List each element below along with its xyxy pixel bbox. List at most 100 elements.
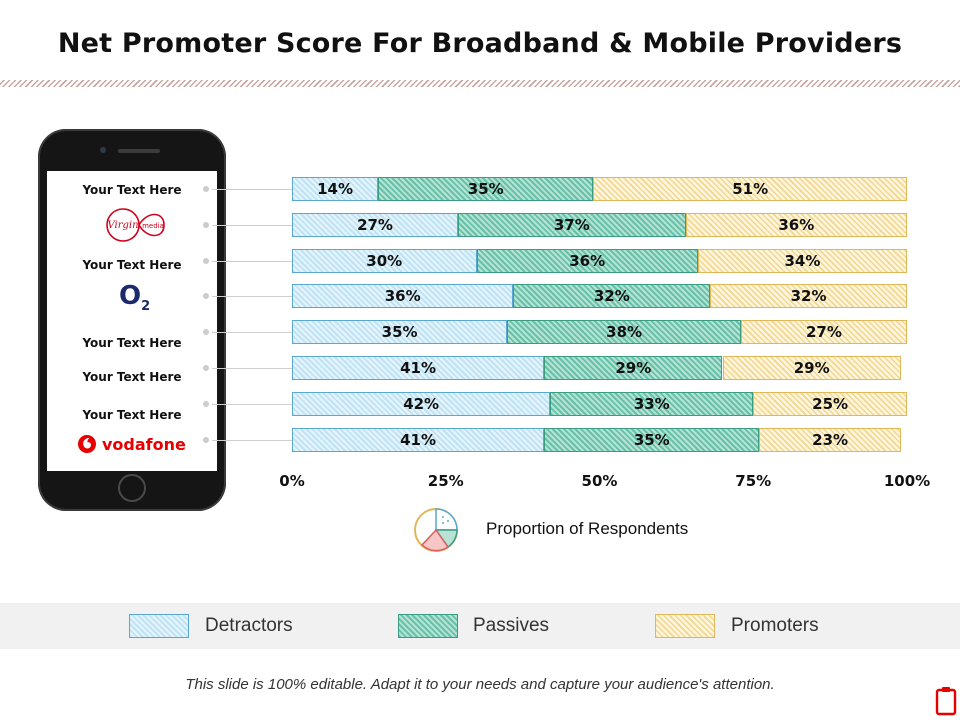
row-connector-dot	[203, 221, 209, 228]
bar-detractors-row-2: 27%	[292, 212, 459, 237]
phone-camera	[100, 147, 106, 153]
phone-speaker	[118, 149, 160, 153]
bar-promoters-row-8: 23%	[759, 427, 901, 452]
data-label: 29%	[615, 359, 652, 377]
bar-passives-row-7: 33%	[550, 391, 754, 416]
phone-home-button	[118, 474, 146, 502]
bar-promoters-row-7: 25%	[753, 391, 907, 416]
data-label: 36%	[384, 287, 421, 306]
data-label: 23%	[812, 430, 849, 449]
row-connector-dot	[203, 257, 209, 264]
bar-passives-row-3: 36%	[476, 248, 698, 273]
bar-detractors-row-1: 14%	[292, 177, 379, 201]
data-label: 41%	[400, 430, 437, 449]
data-label: 27%	[357, 215, 393, 234]
row-connector-line	[212, 260, 292, 262]
bar-promoters-row-6: 29%	[722, 356, 901, 380]
virgin-logo-text: Virgin	[107, 220, 138, 231]
data-label: 32%	[790, 287, 827, 306]
row-connector-dot	[203, 329, 209, 336]
row-label-7: Your Text Here	[82, 408, 182, 422]
vodafone-speechmark-icon	[78, 435, 96, 453]
bar-promoters-row-5: 27%	[740, 320, 907, 345]
x-tick-label: 75%	[735, 472, 772, 490]
row-connector-dot	[203, 400, 209, 407]
legend-swatch-passives	[398, 614, 458, 638]
vodafone-logo-text: vodafone	[102, 434, 186, 454]
row-connector-dot	[203, 293, 209, 300]
data-label: 29%	[793, 359, 830, 377]
x-tick-label: 25%	[427, 472, 464, 490]
bar-detractors-row-4: 36%	[292, 284, 514, 309]
row-connector-line	[212, 403, 292, 405]
bar-passives-row-6: 29%	[544, 356, 723, 380]
footer-note: This slide is 100% editable. Adapt it to…	[185, 676, 775, 693]
data-label: 14%	[317, 180, 353, 198]
o2-letter: O	[119, 281, 142, 311]
o2-logo: O2	[119, 281, 150, 314]
title-divider	[0, 80, 960, 87]
row-connector-line	[212, 439, 292, 441]
o2-subscript: 2	[141, 299, 151, 315]
page-title: Net Promoter Score For Broadband & Mobil…	[57, 28, 903, 59]
x-tick-label: 50%	[581, 472, 618, 490]
legend-label-promoters: Promoters	[731, 615, 819, 636]
x-tick-label: 100%	[883, 472, 931, 490]
legend-label-passives: Passives	[473, 615, 550, 636]
bar-promoters-row-1: 51%	[593, 177, 907, 201]
row-connector-line	[212, 189, 292, 190]
data-label: 37%	[553, 215, 590, 234]
data-label: 33%	[633, 394, 670, 413]
row-connector-line	[212, 368, 292, 369]
x-axis-label: Proportion of Respondents	[486, 519, 689, 538]
data-label: 36%	[569, 251, 606, 270]
phone-screen: Your Text Here Virgin media Your Text He…	[47, 171, 217, 471]
bar-passives-row-5: 38%	[507, 320, 741, 345]
row-connector-line	[212, 296, 292, 298]
data-label: 36%	[778, 215, 815, 234]
data-label: 35%	[467, 180, 504, 198]
row-connector-line	[212, 224, 292, 226]
row-connector-line	[212, 332, 292, 334]
virgin-media-logo: Virgin media	[106, 208, 165, 242]
legend-swatch-detractors	[129, 614, 189, 638]
row-connector-dot	[203, 436, 209, 443]
row-connector-dot	[203, 365, 209, 371]
data-label: 38%	[606, 323, 643, 342]
bar-passives-row-8: 35%	[544, 427, 760, 452]
vodafone-logo: vodafone	[77, 431, 186, 457]
bar-promoters-row-3: 34%	[697, 248, 907, 273]
data-label: 34%	[784, 251, 821, 270]
bar-passives-row-1: 35%	[378, 177, 594, 201]
bar-detractors-row-8: 41%	[292, 427, 545, 452]
legend: Detractors Passives Promoters	[0, 603, 960, 649]
data-label: 42%	[403, 394, 440, 413]
data-label: 27%	[806, 323, 842, 342]
bar-passives-row-4: 32%	[513, 284, 711, 309]
data-label: 32%	[593, 287, 630, 306]
data-label: 35%	[633, 430, 670, 449]
bar-detractors-row-5: 35%	[292, 320, 508, 345]
bar-promoters-row-4: 32%	[710, 284, 907, 309]
x-tick-label: 0%	[279, 472, 305, 490]
bar-detractors-row-7: 42%	[292, 391, 551, 416]
legend-label-detractors: Detractors	[205, 615, 293, 636]
row-label-3: Your Text Here	[82, 258, 182, 272]
data-label: 30%	[366, 251, 403, 270]
bar-detractors-row-3: 30%	[292, 248, 477, 273]
data-label: 25%	[812, 394, 849, 413]
row-label-6: Your Text Here	[82, 370, 182, 384]
row-label-1: Your Text Here	[82, 183, 182, 197]
pie-chart-icon	[414, 508, 458, 552]
phone-mockup: Your Text Here Virgin media Your Text He…	[38, 129, 226, 511]
bar-passives-row-2: 37%	[458, 212, 686, 237]
bar-detractors-row-6: 41%	[292, 356, 545, 380]
data-label: 41%	[400, 359, 437, 377]
clipboard-icon	[935, 687, 957, 716]
data-label: 35%	[381, 323, 418, 342]
media-logo-text: media	[142, 222, 164, 230]
bar-promoters-row-2: 36%	[685, 212, 907, 237]
data-label: 51%	[732, 180, 769, 198]
row-connector-dot	[203, 186, 209, 192]
row-label-5: Your Text Here	[82, 336, 182, 350]
